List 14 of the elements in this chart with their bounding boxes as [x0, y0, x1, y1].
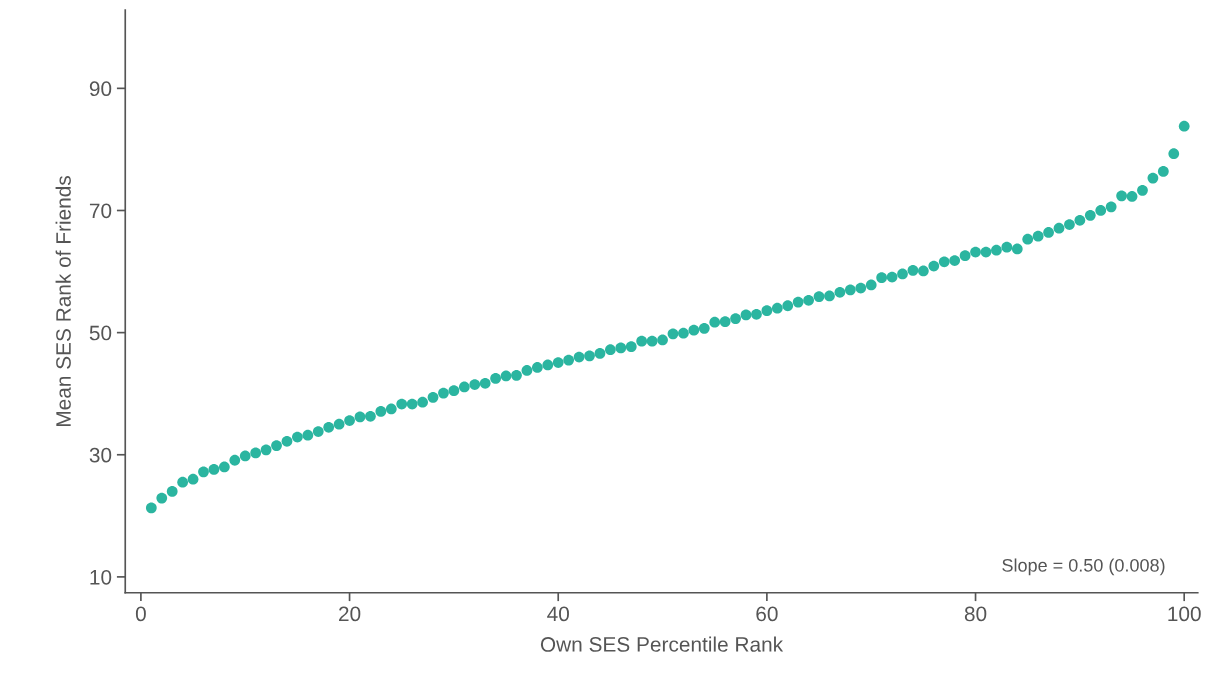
- x-tick-label: 40: [547, 606, 569, 622]
- x-tick-label: 20: [339, 606, 361, 622]
- x-tick-label: 100: [1168, 606, 1201, 622]
- y-tick-label: 70: [89, 203, 112, 219]
- y-tick-label: 90: [89, 81, 112, 97]
- y-axis-title: Mean SES Rank of Friends: [55, 176, 71, 426]
- annotation: Slope = 0.50 (0.008): [1002, 558, 1165, 576]
- x-axis-title: Own SES Percentile Rank: [540, 636, 784, 652]
- x-tick-label: 80: [964, 606, 987, 622]
- x-tick-label: 0: [135, 606, 146, 622]
- y-tick-label: 50: [89, 325, 112, 341]
- x-tick-label: 60: [756, 606, 778, 622]
- y-tick-label: 10: [90, 569, 112, 585]
- y-tick-label: 30: [89, 447, 112, 463]
